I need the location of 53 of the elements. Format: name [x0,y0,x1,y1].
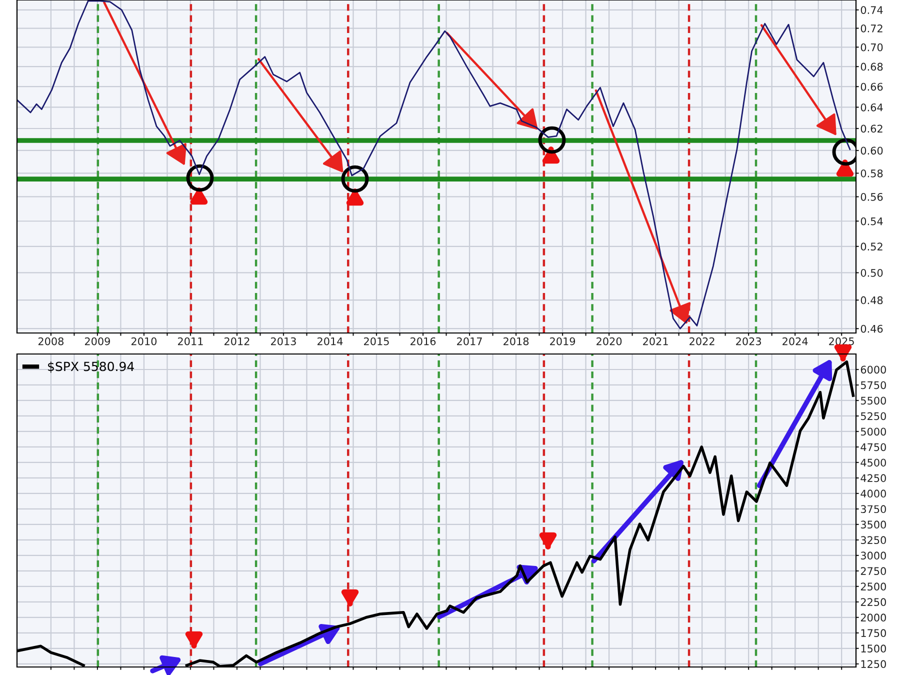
y-tick-label: 0.50 [860,268,883,277]
y-tick-label: 0.54 [860,217,883,226]
y-tick-label: 2750 [860,567,886,576]
y-tick-label: 3500 [860,520,886,529]
y-tick-label: 0.70 [860,43,883,52]
y-tick-label: 2500 [860,582,886,591]
y-tick-label: 1250 [861,660,886,668]
y-tick-label: 0.64 [860,103,883,112]
x-tick-label: 2022 [690,337,714,346]
x-tick-label: 2010 [131,337,157,346]
y-tick-label: 0.46 [860,324,883,333]
y-tick-label: 5750 [860,381,886,390]
x-tick-label: 2015 [364,337,389,346]
y-tick-label: 5000 [860,428,886,436]
y-tick-label: 5250 [860,412,886,420]
x-tick-label: 2019 [550,337,576,346]
y-tick-label: 0.72 [860,24,882,32]
legend-label: $SPX 5580.94 [48,362,134,373]
x-tick-label: 2009 [84,337,110,346]
x-tick-label: 2017 [457,337,482,346]
y-tick-label: 2000 [860,614,886,622]
x-tick-label: 2016 [410,337,436,346]
y-tick-label: 1500 [861,644,886,653]
y-tick-label: 6000 [860,366,886,374]
y-tick-label: 3750 [860,505,886,514]
x-tick-label: 2011 [178,337,203,346]
y-tick-label: 0.68 [860,62,883,71]
y-tick-label: 5500 [860,396,886,405]
x-tick-label: 2018 [504,337,529,346]
y-tick-label: 0.74 [860,6,883,14]
x-tick-label: 2020 [596,337,622,346]
y-tick-label: 4750 [860,443,886,452]
x-tick-label: 2013 [271,337,296,346]
y-tick-label: 0.60 [860,146,883,155]
x-tick-label: 2021 [643,337,668,346]
y-tick-label: 3250 [860,536,886,544]
x-tick-label: 2012 [224,337,250,346]
y-tick-label: 0.58 [860,169,883,178]
y-tick-label: 0.62 [860,124,882,133]
y-tick-label: 0.48 [860,296,883,304]
y-tick-label: 4500 [860,458,886,467]
y-tick-label: 2250 [860,598,886,606]
x-tick-label: 2014 [318,337,343,346]
x-tick-label: 2023 [736,337,761,346]
y-tick-label: 4000 [860,490,886,498]
y-tick-label: 4250 [860,474,886,482]
x-tick-label: 2008 [38,337,64,346]
y-tick-label: 3000 [860,552,886,560]
y-tick-label: 1750 [861,629,886,638]
y-tick-label: 0.66 [860,82,883,91]
y-tick-label: 0.56 [860,192,883,201]
x-tick-label: 2024 [782,337,808,346]
y-tick-label: 0.52 [860,242,882,251]
